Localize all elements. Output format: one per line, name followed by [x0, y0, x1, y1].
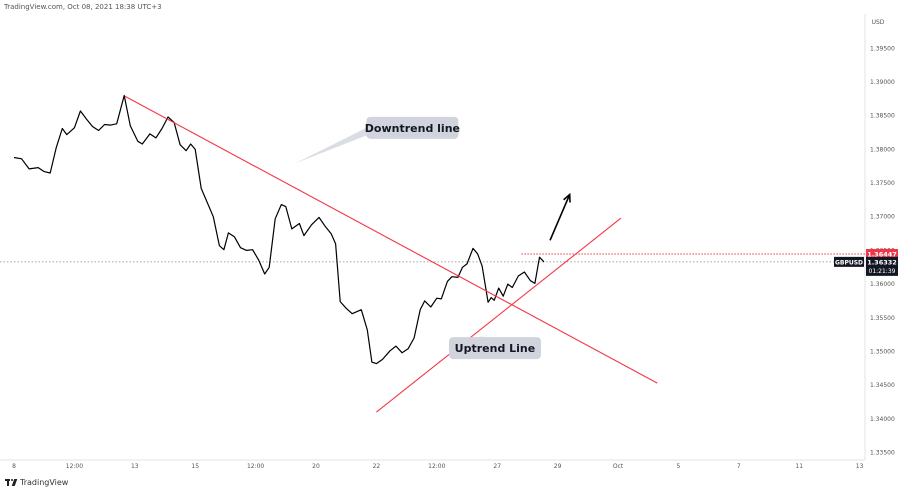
- current-price-badge: [866, 256, 898, 276]
- y-tick-label: 1.39500: [870, 45, 895, 52]
- x-tick-label: 12:00: [66, 463, 83, 470]
- resistance-price-value: 1.36447: [867, 250, 897, 258]
- y-axis: USD 1.39500 1.39000 1.38500 1.38000 1.37500 1.…: [870, 19, 895, 457]
- currency-label: USD: [872, 19, 885, 26]
- y-tick-label: 1.35500: [870, 315, 895, 322]
- resistance-price-badge: [866, 248, 898, 259]
- x-tick-label: 29: [554, 463, 562, 470]
- y-tick-label: 1.34500: [870, 382, 895, 389]
- downtrend-line-label: Downtrend line: [365, 122, 460, 135]
- y-tick-label: 1.34000: [870, 416, 895, 423]
- x-tick-label: 8: [12, 463, 16, 470]
- y-tick-label: 1.38000: [870, 146, 895, 153]
- price-line[interactable]: [13, 94, 545, 365]
- x-axis: 812:00131512:00202212:002729Oct57111312:…: [12, 463, 864, 470]
- y-tick-label: 1.39000: [870, 79, 895, 86]
- y-tick-label: 1.37500: [870, 180, 895, 187]
- x-tick-label: 20: [312, 463, 320, 470]
- countdown-value: 01:21:39: [869, 268, 896, 275]
- x-tick-label: 5: [676, 463, 680, 470]
- footer: TradingView: [5, 478, 68, 487]
- x-tick-label: 27: [493, 463, 501, 470]
- x-tick-label: 13: [856, 463, 864, 470]
- symbol-label: GBPUSD: [835, 259, 863, 266]
- x-tick-label: 22: [373, 463, 381, 470]
- y-tick-label: 1.36000: [870, 281, 895, 288]
- uptrend-line[interactable]: [376, 217, 622, 413]
- y-tick-label: 1.38500: [870, 113, 895, 120]
- chart-source-header: TradingView.com, Oct 08, 2021 18:38 UTC+…: [4, 3, 162, 11]
- x-tick-label: 12:00: [428, 463, 445, 470]
- up-arrow-icon: [563, 192, 571, 203]
- x-tick-label: 7: [737, 463, 741, 470]
- trendlines: [124, 95, 658, 413]
- callout-pointer: [294, 125, 371, 164]
- x-tick-label: 12:00: [247, 463, 264, 470]
- footer-brand: TradingView: [20, 478, 69, 487]
- x-tick-label: Oct: [613, 463, 624, 470]
- uptrend-line-label: Uptrend Line: [455, 342, 536, 355]
- downtrend-line[interactable]: [124, 95, 658, 384]
- current-price-value: 1.36332: [867, 258, 897, 266]
- callout-box: [448, 337, 541, 360]
- y-tick-label: 1.37000: [870, 214, 895, 221]
- y-tick-label: 1.35000: [870, 348, 895, 355]
- x-tick-label: 13: [131, 463, 139, 470]
- chart-grid: [0, 14, 866, 461]
- x-tick-label: 11: [795, 463, 803, 470]
- tradingview-logo-icon: [5, 479, 18, 486]
- price-series: [13, 94, 545, 365]
- up-arrow-shaft: [549, 194, 571, 241]
- symbol-badge: [834, 256, 864, 267]
- x-tick-label: 15: [191, 463, 199, 470]
- y-tick-label: 1.33500: [870, 450, 895, 457]
- callout-box: [366, 116, 459, 139]
- price-levels: [0, 253, 865, 263]
- annotations: Downtrend line Uptrend Line: [294, 116, 571, 360]
